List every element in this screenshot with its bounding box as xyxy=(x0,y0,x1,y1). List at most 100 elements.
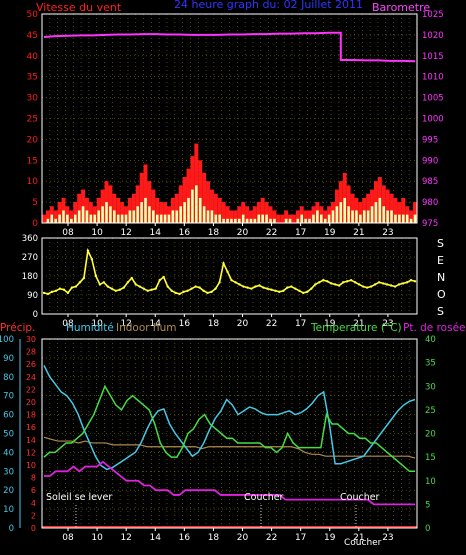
gust-bar xyxy=(167,214,171,223)
wind-direction-panel: 0 90 180 270 360 08 10 12 14 16 18 20 22 17 19 21 23 xyxy=(22,234,418,329)
panel-b-xtick-label: 12 xyxy=(120,319,131,329)
humidity-axis-tick: 0 xyxy=(9,524,14,534)
wind-bar xyxy=(159,202,164,223)
wind-bar xyxy=(116,197,121,223)
wind-bar xyxy=(135,185,140,223)
gust-bar xyxy=(253,218,257,223)
gust-bar xyxy=(394,214,397,223)
gust-bar xyxy=(335,206,339,223)
gust-bar xyxy=(398,214,401,223)
gust-bar xyxy=(245,218,249,223)
gust-bar xyxy=(409,218,413,223)
wind-bar xyxy=(229,210,234,223)
wind-bar xyxy=(354,197,359,223)
letter-n: N xyxy=(437,271,445,284)
gust-bar xyxy=(374,202,378,223)
wind-bar xyxy=(307,210,312,223)
wind-bar xyxy=(73,202,78,223)
temperature-axis-tick: 30 xyxy=(425,382,436,392)
panel-c-frame xyxy=(41,338,418,529)
panel-c-xtick-label: 22 xyxy=(266,533,277,543)
gust-bar xyxy=(304,218,307,223)
gust-bar xyxy=(93,214,97,223)
gust-bar xyxy=(175,210,179,223)
wind-bar xyxy=(45,210,50,223)
gust-bar xyxy=(218,214,222,223)
panel-a-xtick-label: 10 xyxy=(91,228,103,238)
temperature-axis-tick: 35 xyxy=(425,359,436,369)
wind-bar xyxy=(241,202,246,223)
gust-bar xyxy=(46,218,50,223)
panel-b-xtick-label: 16 xyxy=(179,319,191,329)
sunset-label-2: Coucher xyxy=(340,492,380,503)
gust-bar xyxy=(105,202,108,223)
panel-b-xtick-label: 08 xyxy=(62,319,74,329)
wind-axis-tick: 0 xyxy=(32,219,38,229)
chart-title: 24 heure graph du: 02 Juillet 2011 xyxy=(174,0,363,11)
gust-bar xyxy=(386,210,389,223)
humidity-line xyxy=(43,365,416,471)
wind-bar xyxy=(413,202,417,223)
gust-bar xyxy=(210,210,214,223)
wind-bar xyxy=(147,181,152,223)
wind-barometer-panel: 0510152025303540455097598098599099510001… xyxy=(27,10,444,238)
humidity-axis-tick: 90 xyxy=(3,354,14,364)
wind-bar xyxy=(225,206,230,223)
sunset-label-1: Coucher xyxy=(244,492,284,503)
wind-axis-tick: 35 xyxy=(27,73,38,83)
gust-bar xyxy=(331,210,335,223)
barometer-axis-tick: 1010 xyxy=(422,73,444,83)
wind-axis-tick: 30 xyxy=(27,94,39,104)
temperature-axis-tick: 15 xyxy=(425,453,436,463)
wind-bar xyxy=(139,172,144,223)
gust-bar xyxy=(144,197,147,223)
gust-bar xyxy=(355,210,358,223)
precip-axis-tick: 4 xyxy=(31,499,36,508)
wind-bar xyxy=(264,202,269,223)
wind-bar xyxy=(53,210,58,223)
panel-a-xtick-label: 18 xyxy=(208,228,220,238)
wind-bar xyxy=(401,197,406,223)
wind-bar xyxy=(358,202,363,223)
wind-bar xyxy=(131,193,136,223)
wind-bar xyxy=(366,193,371,223)
panel-b-xtick-label: 20 xyxy=(237,319,249,329)
wind-bar xyxy=(393,197,398,223)
precip-axis-tick: 10 xyxy=(26,461,36,470)
panel-b-xtick-label: 14 xyxy=(150,319,162,329)
wind-bar xyxy=(280,214,285,223)
panel-b-xtick-label: 23 xyxy=(382,319,393,329)
wind-axis-tick: 25 xyxy=(27,115,38,125)
panel-c-xtick-label: 16 xyxy=(179,533,191,543)
gust-bar xyxy=(140,202,143,223)
panel-a-xtick-label: 20 xyxy=(237,228,249,238)
winddir-axis-tick: 360 xyxy=(22,234,38,244)
wind-bar xyxy=(268,206,273,223)
temperature-axis-tick: 0 xyxy=(425,524,430,534)
humidity-axis-tick: 10 xyxy=(3,505,14,515)
gust-bar xyxy=(347,206,350,223)
panel-c-xtick-label: 18 xyxy=(208,533,220,543)
temperature-axis-tick: 5 xyxy=(425,500,430,510)
wind-axis-tick: 40 xyxy=(27,52,39,62)
gust-bar xyxy=(54,218,58,223)
temperature-axis-tick: 40 xyxy=(425,335,436,345)
wind-bar xyxy=(350,193,355,223)
wind-bar xyxy=(186,168,191,223)
panel-a-xtick-label: 14 xyxy=(150,228,162,238)
gust-bar xyxy=(163,214,167,223)
panel-a-xtick-label: 08 xyxy=(62,228,74,238)
wind-bar xyxy=(209,189,214,223)
gust-bar xyxy=(401,214,405,223)
wind-bar xyxy=(295,210,300,223)
precip-axis-tick: 0 xyxy=(31,524,36,533)
panel-c-xtick-label: 12 xyxy=(120,533,131,543)
wind-bar xyxy=(291,214,296,223)
wind-axis-tick: 15 xyxy=(27,156,38,166)
gust-bar xyxy=(382,206,386,223)
gust-bar xyxy=(288,218,292,223)
wind-bar xyxy=(112,193,117,223)
gust-bar xyxy=(50,214,54,223)
panel-a-frame xyxy=(41,13,418,224)
precip-label: Précip. xyxy=(0,322,35,334)
